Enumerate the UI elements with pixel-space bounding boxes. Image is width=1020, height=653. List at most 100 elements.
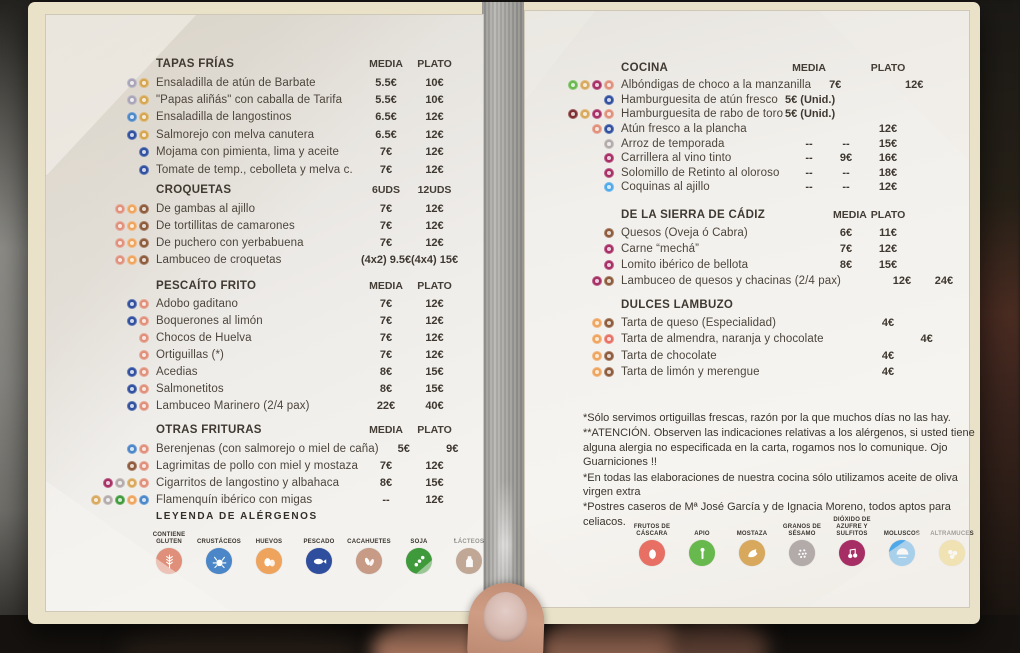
allergen-huevos-w-icon — [139, 129, 149, 140]
column-header-plato: PLATO — [417, 423, 452, 436]
allergen-huevos-icon — [592, 318, 602, 329]
item-name: Salmorejo con melva canutera — [156, 128, 315, 141]
allergen-icons — [46, 237, 156, 248]
background-right — [972, 0, 1020, 653]
item-price-plato: 11€ — [879, 227, 897, 239]
allergen-icons — [525, 167, 621, 178]
allergen-gluten-icon — [139, 316, 149, 327]
item-name: Carne “mechá” — [621, 243, 699, 255]
item-price-plato: 15€ — [878, 137, 898, 150]
allergen-icons — [46, 350, 156, 361]
menu-item: Tarta de chocolate 4€ — [525, 348, 969, 364]
allergen-sesamo-icon — [604, 138, 614, 149]
legend-label: SOJA — [410, 539, 428, 545]
item-price-media: -- — [805, 137, 813, 150]
menu-item: Chocos de Huelva 7€ 12€ — [46, 330, 483, 347]
item-price-media: 5€ — [397, 442, 410, 455]
allergen-soja-icon — [115, 494, 125, 505]
item-price-media: 7€ — [379, 236, 393, 249]
menu-item: Lomito ibérico de bellota 8€ 15€ — [525, 257, 969, 273]
item-name: Chocos de Huelva — [156, 332, 252, 345]
item-name: Arroz de temporada — [621, 137, 725, 150]
footnote: **ATENCIÓN. Observen las indicaciones re… — [583, 427, 975, 469]
section-header: TAPAS FRÍAS MEDIA PLATO — [46, 53, 483, 74]
allergen-icons — [46, 443, 156, 454]
item-price-plato: 12€ — [878, 123, 898, 136]
item-name: De puchero con yerbabuena — [156, 236, 304, 249]
legend-entry: CRUSTÁCEOS — [197, 531, 241, 574]
allergen-frutos-icon — [604, 334, 614, 345]
section-header: PESCAÍTO FRITO MEDIA PLATO — [46, 275, 483, 296]
menu-item: Hamburguesita de atún fresco 5€ (Unid.) — [525, 93, 969, 108]
allergen-crustaceos-icon — [206, 548, 232, 574]
item-price-plato: 15€ — [878, 259, 898, 271]
allergen-icons — [46, 477, 156, 488]
item-price-media: 5.5€ — [375, 76, 397, 89]
allergen-huevos-icon — [592, 334, 602, 345]
allergen-gluten-icon — [115, 237, 125, 248]
allergen-pescado-icon — [127, 299, 137, 310]
allergen-gluten-w-icon — [127, 77, 137, 88]
allergen-gluten-icon — [139, 367, 149, 377]
allergen-mostaza-icon — [127, 477, 137, 488]
item-price-media: 8€ — [379, 366, 393, 378]
allergen-icons — [46, 254, 156, 265]
allergen-legend-title: LEYENDA DE ALÉRGENOS — [156, 511, 318, 522]
allergen-icons — [46, 147, 156, 158]
item-price-media: 7€ — [379, 332, 393, 345]
item-name: Tarta de queso (Especialidad) — [621, 317, 777, 330]
menu-item: Ortiguillas (*) 7€ 12€ — [46, 347, 483, 364]
allergen-icons — [525, 182, 621, 193]
legend-entry: APIO — [682, 523, 722, 566]
menu-item: Arroz de temporada -- -- 15€ — [525, 136, 969, 151]
allergen-icons — [46, 203, 156, 214]
legend-label: LÁCTEOS — [453, 539, 485, 545]
item-price-plato: 40€ — [425, 399, 444, 412]
legend-entry: LÁCTEOS — [449, 531, 489, 574]
allergen-crustaceos-icon — [139, 494, 149, 505]
allergen-icons — [46, 112, 156, 123]
item-price-plato: 15€ — [425, 366, 444, 378]
item-name: Lambuceo de quesos y chacinas (2/4 pax) — [621, 275, 841, 287]
allergen-icons — [525, 350, 621, 361]
column-header-plato: PLATO — [417, 279, 452, 292]
allergen-mostaza-icon — [739, 540, 765, 566]
allergen-icons — [46, 333, 156, 344]
allergen-lacteos-icon — [604, 318, 614, 329]
column-header-plato: PLATO — [417, 57, 452, 70]
menu-item: Lambuceo de quesos y chacinas (2/4 pax) 1… — [525, 273, 969, 289]
legend-label: GRANOS DE SÉSAMO — [782, 524, 822, 537]
allergen-gluten-icon — [139, 299, 149, 310]
allergen-gluten-icon — [139, 333, 149, 344]
allergen-legend-left: CONTIENE GLUTEN CRUSTÁCEOS HUEVOS PESCADO CA… — [149, 531, 489, 574]
item-price-media: -- — [805, 181, 813, 194]
menu-item: Tarta de limón y merengue 4€ — [525, 364, 969, 380]
menu-item: Adobo gaditano 7€ 12€ — [46, 296, 483, 313]
allergen-icons — [525, 138, 621, 149]
item-price-mid: 12€ — [892, 275, 912, 287]
item-price-media: 7€ — [379, 298, 393, 311]
item-price-plato: 4€ — [920, 333, 933, 346]
menu-item: Lambuceo de croquetas (4x2) 9.5€ (4x4) 15€ — [46, 251, 483, 268]
allergen-huevos-icon — [127, 237, 137, 248]
allergen-sulfitos-icon — [604, 260, 614, 270]
allergen-icons — [46, 367, 156, 377]
allergen-huevos-icon — [127, 254, 137, 265]
allergen-pescado-icon — [127, 316, 137, 327]
allergen-gluten-icon — [604, 109, 614, 120]
legend-label: CONTIENE GLUTEN — [152, 532, 186, 545]
item-price-media: -- — [382, 493, 390, 506]
section-header: DULCES LAMBUZO — [525, 294, 969, 315]
menu-item: Tarta de almendra, naranja y chocolate 4€ — [525, 331, 969, 347]
allergen-lacteos-icon — [604, 350, 614, 361]
column-header-media: MEDIA — [369, 57, 403, 70]
allergen-sulfitos-icon — [604, 167, 614, 178]
item-name: Boquerones al limón — [156, 315, 263, 328]
item-name: Mojama con pimienta, lima y aceite — [156, 146, 340, 159]
item-price-mid: 9€ — [839, 152, 853, 165]
allergen-huevos-w-icon — [139, 112, 149, 123]
allergen-gluten-icon — [139, 443, 149, 454]
legend-label: HUEVOS — [255, 539, 283, 545]
menu-item: Acedias 8€ 15€ — [46, 364, 483, 381]
